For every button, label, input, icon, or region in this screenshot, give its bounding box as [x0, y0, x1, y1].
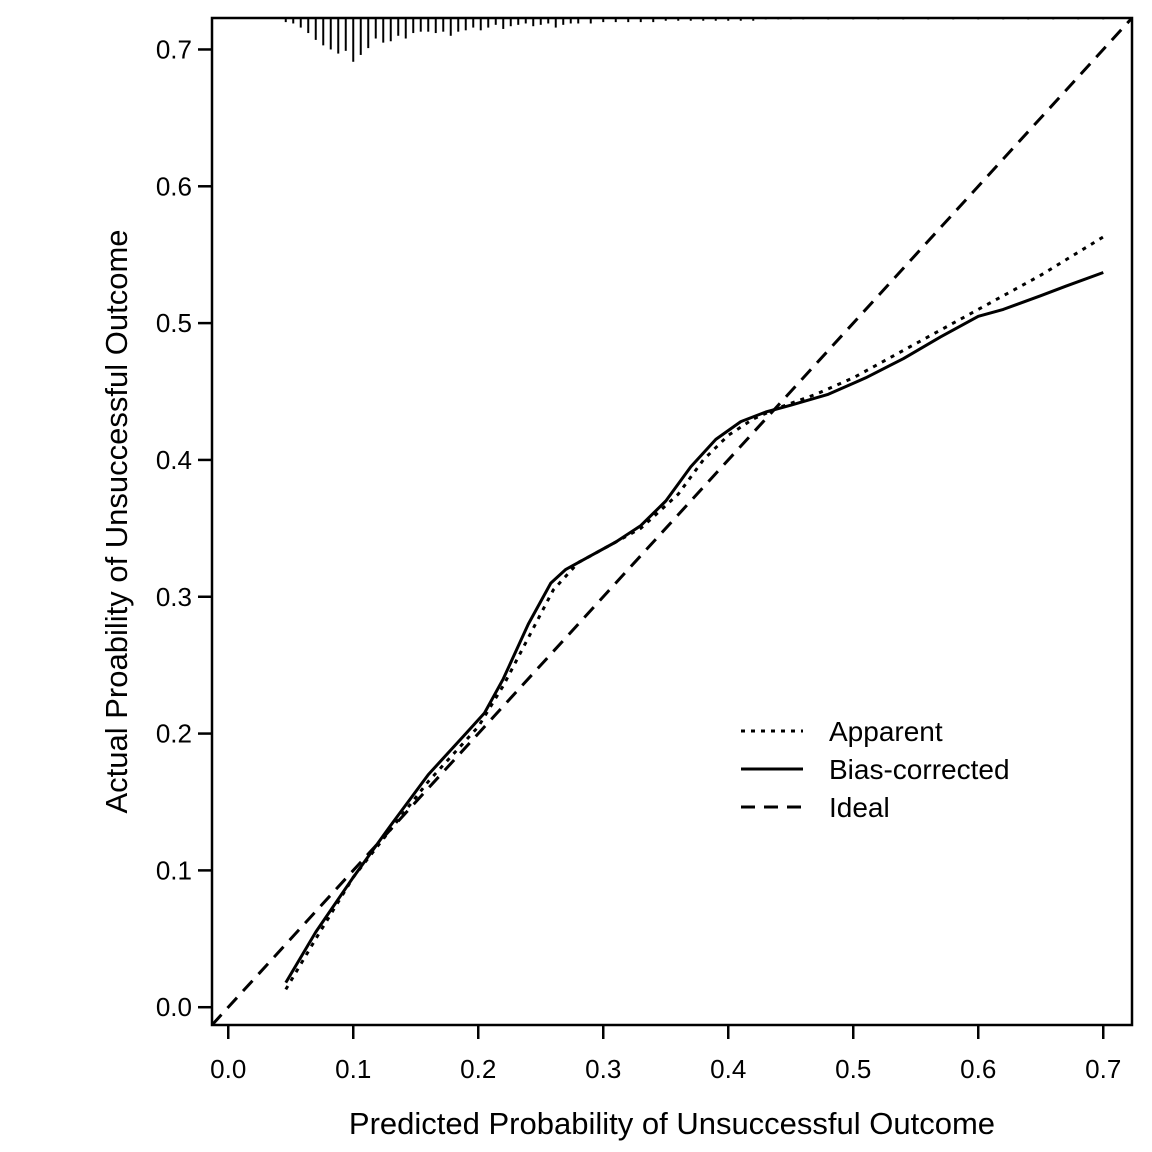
- y-tick-label: 0.4: [156, 445, 192, 475]
- legend-label-apparent: Apparent: [829, 716, 943, 747]
- y-tick-label: 0.2: [156, 719, 192, 749]
- x-axis-label: Predicted Probability of Unsuccessful Ou…: [349, 1106, 995, 1141]
- x-tick-label: 0.0: [210, 1054, 246, 1084]
- y-axis: 0.0 0.1 0.2 0.3 0.4 0.5 0.6 0.7: [156, 34, 212, 1022]
- y-tick-label: 0.5: [156, 308, 192, 338]
- x-tick-label: 0.3: [585, 1054, 621, 1084]
- series-line-ideal: [210, 16, 1134, 1027]
- y-tick-label: 0.6: [156, 171, 192, 201]
- series-lines: [210, 16, 1134, 1027]
- rug-marks: [284, 18, 1105, 62]
- legend-label-ideal: Ideal: [829, 792, 890, 823]
- y-tick-label: 0.1: [156, 855, 192, 885]
- plot-frame: [210, 16, 1134, 1027]
- legend: Apparent Bias-corrected Ideal: [741, 716, 1010, 823]
- x-tick-label: 0.4: [710, 1054, 746, 1084]
- series-line-bias-corrected: [284, 271, 1104, 984]
- x-tick-label: 0.2: [460, 1054, 496, 1084]
- x-tick-label: 0.7: [1085, 1054, 1121, 1084]
- x-tick-label: 0.5: [835, 1054, 871, 1084]
- y-tick-label: 0.3: [156, 582, 192, 612]
- legend-label-bias-corrected: Bias-corrected: [829, 754, 1010, 785]
- y-tick-label: 0.7: [156, 34, 192, 64]
- x-tick-label: 0.1: [335, 1054, 371, 1084]
- y-axis-label: Actual Proability of Unsuccessful Outcom…: [99, 229, 134, 813]
- y-tick-label: 0.0: [156, 992, 192, 1022]
- series-line-apparent: [284, 235, 1105, 991]
- x-axis: 0.0 0.1 0.2 0.3 0.4 0.5 0.6 0.7: [210, 1025, 1121, 1084]
- x-tick-label: 0.6: [960, 1054, 996, 1084]
